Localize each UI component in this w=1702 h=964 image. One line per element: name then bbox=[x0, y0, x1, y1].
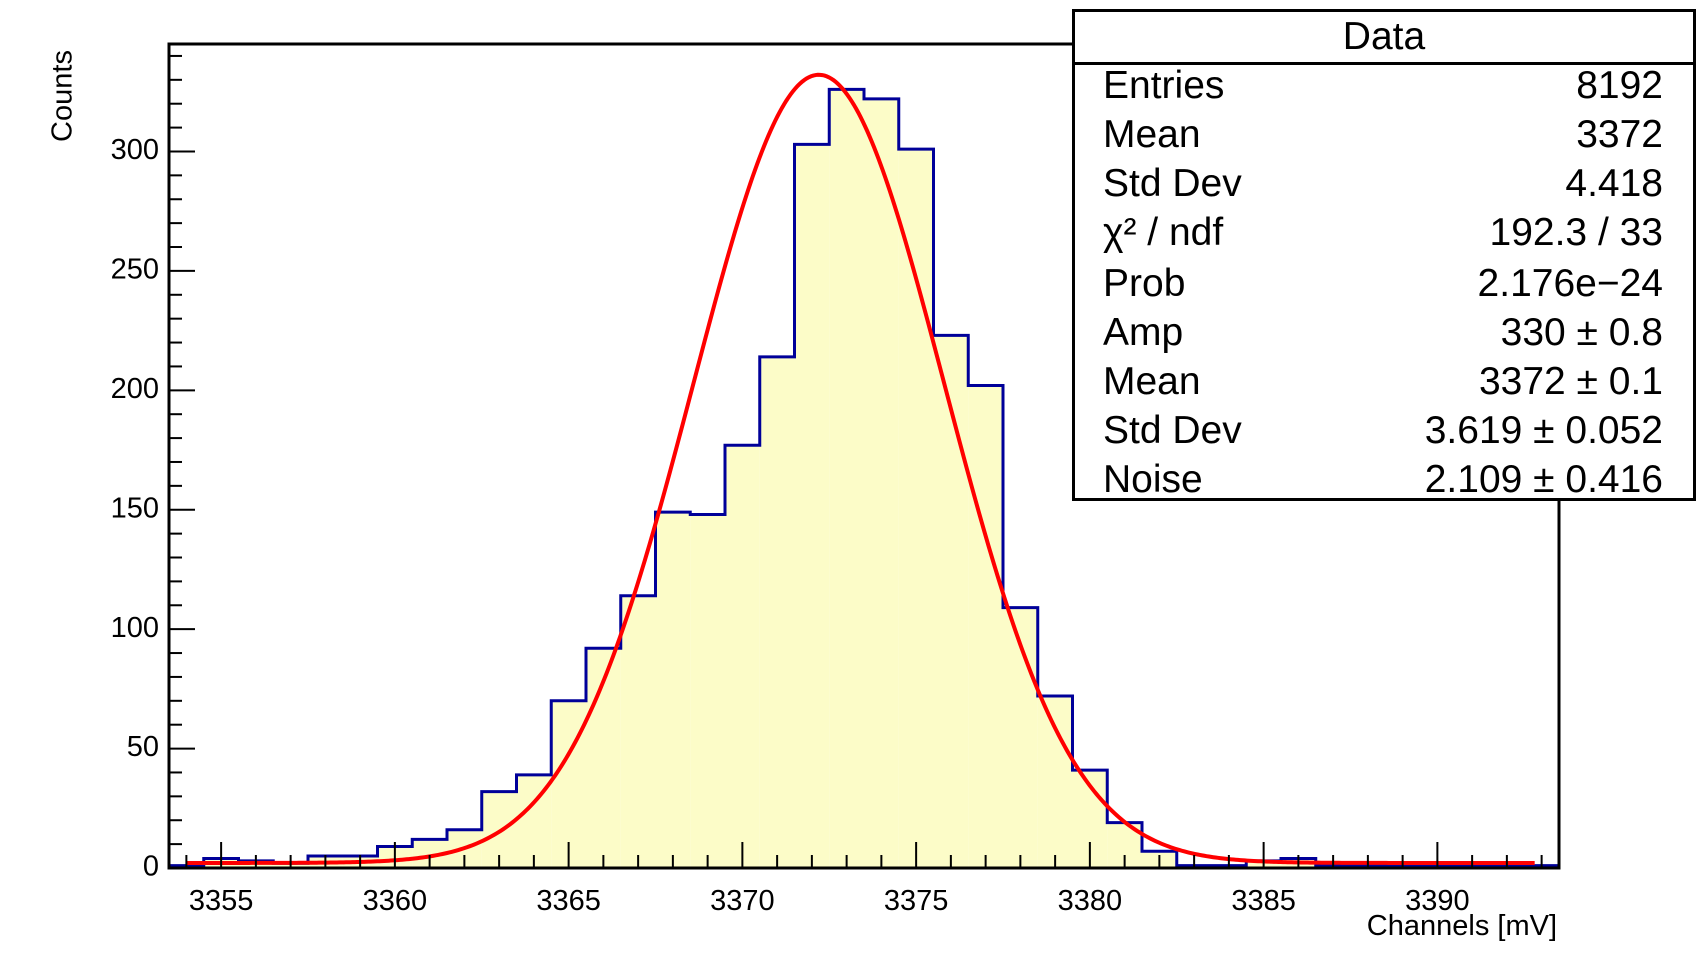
stats-row-label: Std Dev bbox=[1103, 162, 1242, 205]
y-tick-label: 0 bbox=[143, 851, 159, 883]
y-tick-label: 100 bbox=[111, 612, 159, 644]
histogram-bar bbox=[829, 89, 864, 869]
stats-row: Noise 2.109 ± 0.416 bbox=[1075, 455, 1693, 504]
histogram-bar bbox=[655, 512, 691, 868]
stats-row-value: 2.109 ± 0.416 bbox=[1424, 458, 1663, 501]
stats-row: Std Dev 4.418 bbox=[1075, 159, 1693, 208]
histogram-bar bbox=[759, 356, 795, 868]
fit-curve bbox=[186, 72, 1535, 865]
stats-row: Mean 3372 ± 0.1 bbox=[1075, 357, 1693, 406]
stats-row-label: Noise bbox=[1103, 458, 1203, 501]
y-tick-label: 300 bbox=[111, 134, 159, 166]
stats-row-label: Mean bbox=[1103, 360, 1201, 403]
stats-row-value: 4.418 bbox=[1565, 162, 1663, 205]
stats-row-value: 3372 ± 0.1 bbox=[1478, 360, 1663, 403]
x-tick-label: 3385 bbox=[1231, 885, 1296, 917]
y-tick-label: 250 bbox=[111, 254, 159, 286]
histogram-bar bbox=[1003, 607, 1038, 868]
stats-row: Entries 8192 bbox=[1075, 61, 1693, 110]
stats-row-label: χ² / ndf bbox=[1103, 211, 1224, 254]
stats-row: Std Dev 3.619 ± 0.052 bbox=[1075, 406, 1693, 455]
histogram-bar bbox=[864, 98, 899, 868]
x-tick-label: 3390 bbox=[1405, 885, 1470, 917]
stats-row-label: Prob bbox=[1103, 262, 1186, 305]
x-tick-label: 3360 bbox=[363, 885, 428, 917]
histogram-bar bbox=[690, 514, 725, 868]
stats-row-value: 3372 bbox=[1576, 113, 1663, 156]
stats-row: χ² / ndf 192.3 / 33 bbox=[1075, 208, 1693, 257]
histogram-outline bbox=[169, 87, 1559, 868]
x-axis-title: Channels [mV] bbox=[1367, 910, 1557, 942]
y-tick-label: 150 bbox=[111, 492, 159, 524]
stats-row-value: 192.3 / 33 bbox=[1489, 211, 1663, 254]
stats-row-label: Std Dev bbox=[1103, 409, 1242, 452]
histogram-bar bbox=[933, 335, 969, 868]
stats-box: Data Entries 8192 Mean 3372 Std Dev 4.418 χ² /… bbox=[1072, 9, 1696, 501]
stats-row-label: Amp bbox=[1103, 311, 1184, 354]
stats-row-value: 2.176e−24 bbox=[1477, 262, 1663, 305]
y-tick-label: 200 bbox=[111, 373, 159, 405]
stats-row-value: 330 ± 0.8 bbox=[1500, 311, 1663, 354]
y-axis-title: Counts bbox=[47, 50, 79, 142]
stats-row-label: Mean bbox=[1103, 113, 1201, 156]
x-tick-label: 3365 bbox=[536, 885, 601, 917]
histogram-bar bbox=[725, 445, 760, 868]
x-tick-label: 3355 bbox=[189, 885, 254, 917]
histogram-bar bbox=[968, 385, 1003, 868]
histogram-bar bbox=[620, 595, 656, 868]
stats-box-title: Data bbox=[1075, 12, 1693, 65]
stats-row-value: 8192 bbox=[1576, 64, 1663, 107]
histogram-bar bbox=[1037, 696, 1073, 868]
stats-row-value: 3.619 ± 0.052 bbox=[1424, 409, 1663, 452]
stats-row-label: Entries bbox=[1103, 64, 1225, 107]
y-tick-label: 50 bbox=[127, 731, 159, 763]
x-tick-label: 3370 bbox=[710, 885, 775, 917]
histogram-bar bbox=[794, 144, 830, 868]
x-tick-label: 3375 bbox=[884, 885, 949, 917]
x-tick-label: 3380 bbox=[1058, 885, 1123, 917]
stats-row: Amp 330 ± 0.8 bbox=[1075, 308, 1693, 357]
histogram-bar bbox=[898, 149, 934, 869]
stats-row: Prob 2.176e−24 bbox=[1075, 259, 1693, 308]
stats-row: Mean 3372 bbox=[1075, 110, 1693, 159]
